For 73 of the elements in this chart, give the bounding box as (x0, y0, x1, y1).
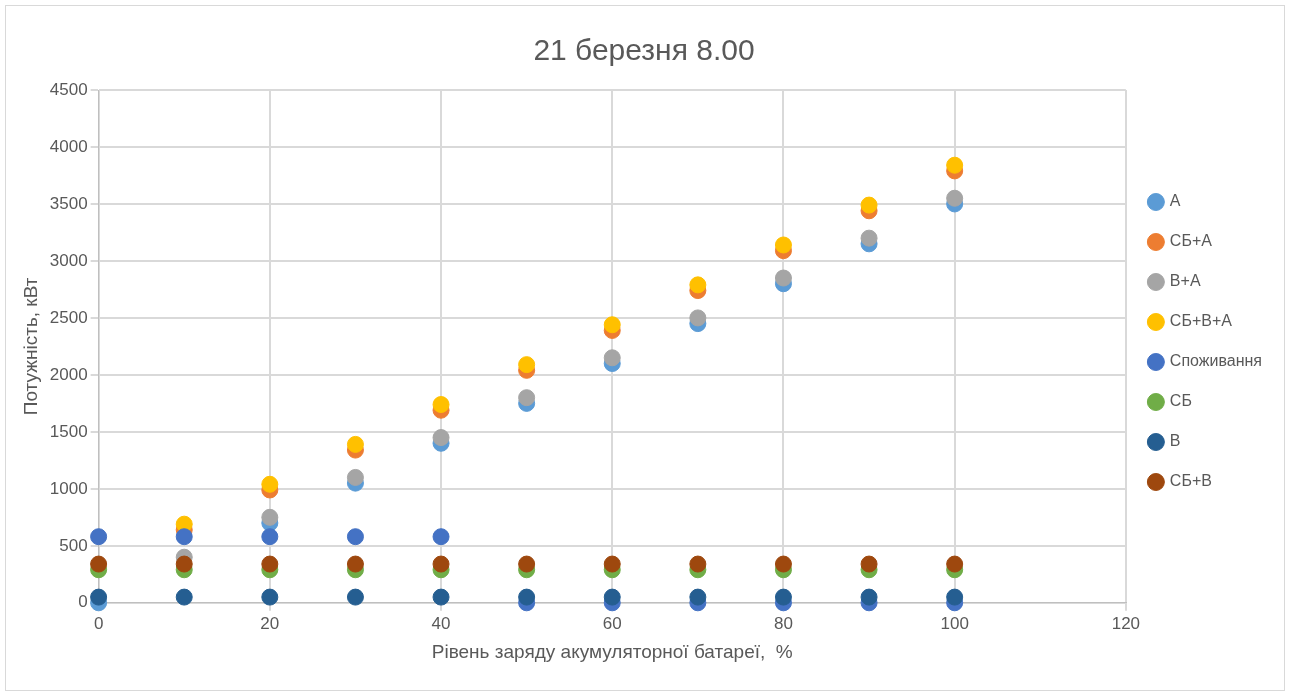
point (346, 588, 364, 606)
point (518, 389, 536, 407)
point (518, 588, 536, 606)
point (689, 276, 707, 294)
point (432, 396, 450, 414)
x-tick-label: 80 (773, 613, 793, 633)
point (432, 429, 450, 447)
point (774, 588, 792, 606)
point (774, 269, 792, 287)
point (603, 588, 621, 606)
point (432, 528, 450, 546)
point (175, 528, 193, 546)
y-tick-label: 3500 (49, 193, 88, 213)
point (346, 528, 364, 546)
legend-label: СБ+В (1169, 472, 1212, 490)
point (518, 356, 536, 374)
x-tick-label: 40 (431, 613, 451, 633)
point (689, 588, 707, 606)
point (946, 156, 964, 174)
point (603, 316, 621, 334)
point (261, 555, 279, 573)
legend-label: А (1169, 192, 1181, 210)
point (346, 555, 364, 573)
x-axis-title: Рівень заряду акумуляторної батареї, % (431, 640, 793, 662)
y-tick-label: 1500 (49, 421, 88, 441)
x-tick-label: 100 (940, 613, 969, 633)
point (946, 555, 964, 573)
y-tick-label: 500 (59, 535, 88, 555)
point (432, 555, 450, 573)
point (860, 555, 878, 573)
x-tick-label: 60 (602, 613, 622, 633)
y-tick-label: 4500 (49, 79, 88, 99)
x-tick-label: 20 (260, 613, 280, 633)
legend-label: В (1169, 432, 1181, 450)
y-tick-label: 0 (78, 592, 88, 612)
point (860, 588, 878, 606)
point (261, 528, 279, 546)
point (90, 588, 108, 606)
legend-label: СБ (1169, 392, 1192, 410)
y-axis-title: Потужність, кВт (19, 277, 41, 416)
point (175, 588, 193, 606)
x-tick-label: 120 (1111, 613, 1141, 633)
point (946, 189, 964, 207)
point (261, 588, 279, 606)
chart-title: 21 березня 8.00 (533, 33, 755, 67)
point (603, 555, 621, 573)
point (346, 435, 364, 453)
point (261, 508, 279, 526)
y-tick-label: 1000 (49, 478, 88, 498)
point (175, 555, 193, 573)
point (689, 555, 707, 573)
legend-label: СБ+В+А (1169, 312, 1233, 330)
x-tick-label: 0 (93, 613, 104, 633)
point (774, 236, 792, 254)
legend-label: Споживання (1169, 352, 1263, 370)
legend-label: СБ+А (1169, 232, 1213, 250)
legend-label: В+А (1169, 272, 1201, 290)
y-tick-label: 2500 (49, 307, 88, 327)
point (261, 475, 279, 493)
point (90, 555, 108, 573)
point (346, 468, 364, 486)
point (860, 196, 878, 214)
y-tick-label: 2000 (49, 364, 88, 384)
point (689, 309, 707, 327)
point (432, 588, 450, 606)
point (90, 528, 108, 546)
point (603, 349, 621, 367)
point (860, 229, 878, 247)
point (946, 588, 964, 606)
y-tick-label: 4000 (49, 136, 88, 156)
point (774, 555, 792, 573)
point (518, 555, 536, 573)
y-tick-label: 3000 (49, 250, 88, 270)
